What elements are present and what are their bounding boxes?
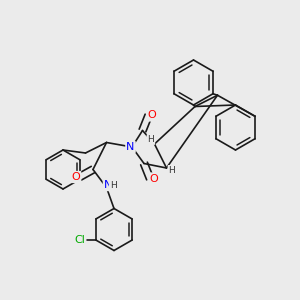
Text: H: H <box>148 135 154 144</box>
Text: H: H <box>169 166 175 175</box>
Text: O: O <box>71 172 80 182</box>
Text: N: N <box>126 142 135 152</box>
Text: H: H <box>110 181 116 190</box>
Text: Cl: Cl <box>74 235 86 245</box>
Text: N: N <box>104 180 112 190</box>
Text: O: O <box>148 110 157 121</box>
Text: O: O <box>149 173 158 184</box>
